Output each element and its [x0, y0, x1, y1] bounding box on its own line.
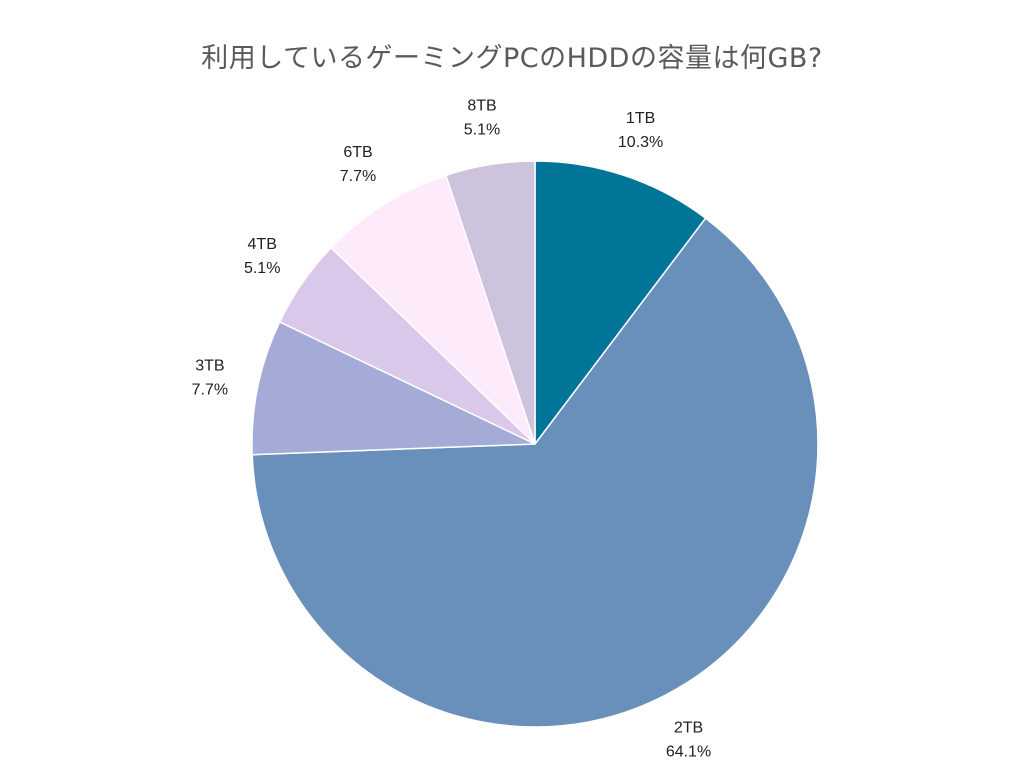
slice-label-2tb: 2TB [674, 719, 703, 736]
slice-label-8tb: 8TB [467, 97, 496, 114]
pie-slices [251, 160, 819, 728]
slice-percent-3tb: 7.7% [192, 382, 228, 399]
pie-slice-3tb [251, 320, 536, 456]
pie-slice-2tb [251, 217, 819, 728]
slice-label-3tb: 3TB [195, 358, 224, 375]
slice-percent-2tb: 64.1% [666, 743, 711, 760]
slice-percent-1tb: 10.3% [618, 134, 663, 151]
pie-labels: 1TB 10.3% 2TB 64.1% 3TB 7.7% 4TB 5.1% 6TB 7.7% 8TB… [192, 97, 712, 760]
pie-slice-1tb [534, 160, 707, 447]
slice-percent-8tb: 5.1% [464, 121, 500, 138]
slice-label-4tb: 4TB [248, 236, 277, 253]
slice-label-1tb: 1TB [626, 110, 655, 127]
chart-title: 利用しているゲーミングPCのHDDの容量は何GB? [201, 43, 823, 74]
pie-slice-6tb [330, 174, 536, 445]
pie-slice-8tb [444, 160, 536, 445]
slice-percent-6tb: 7.7% [340, 168, 376, 185]
slice-label-6tb: 6TB [343, 144, 372, 161]
slice-percent-4tb: 5.1% [244, 260, 280, 277]
